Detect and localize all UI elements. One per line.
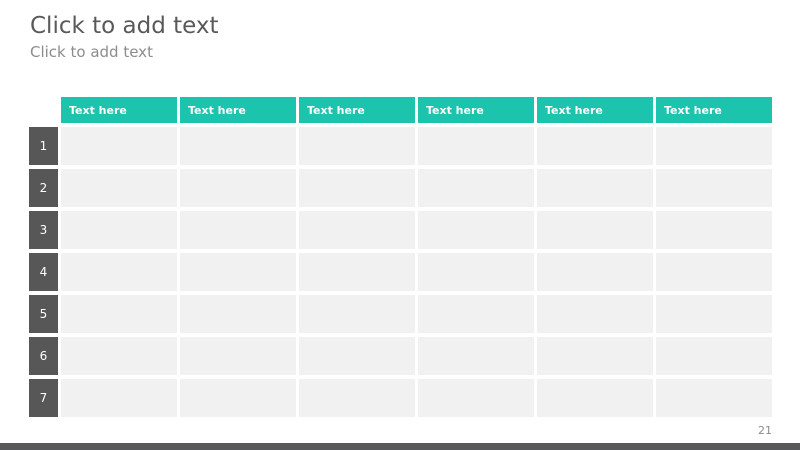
slide-title[interactable]: Click to add text bbox=[30, 13, 219, 39]
table-cell[interactable] bbox=[656, 295, 772, 333]
table-cell[interactable] bbox=[180, 295, 296, 333]
table-corner-spacer bbox=[29, 97, 58, 123]
table-cell[interactable] bbox=[180, 253, 296, 291]
table-cell[interactable] bbox=[299, 169, 415, 207]
table-cell[interactable] bbox=[180, 337, 296, 375]
table-cell[interactable] bbox=[537, 379, 653, 417]
table-cell[interactable] bbox=[418, 337, 534, 375]
row-number-6: 6 bbox=[29, 337, 58, 375]
table-cell[interactable] bbox=[656, 379, 772, 417]
table-cell[interactable] bbox=[656, 169, 772, 207]
slide-subtitle[interactable]: Click to add text bbox=[30, 43, 153, 61]
row-number-2: 2 bbox=[29, 169, 58, 207]
column-header-3[interactable]: Text here bbox=[299, 97, 415, 123]
table-cell[interactable] bbox=[180, 169, 296, 207]
table-cell[interactable] bbox=[418, 379, 534, 417]
table-cell[interactable] bbox=[180, 211, 296, 249]
table-cell[interactable] bbox=[61, 337, 177, 375]
table-cell[interactable] bbox=[656, 211, 772, 249]
row-number-4: 4 bbox=[29, 253, 58, 291]
table-cell[interactable] bbox=[299, 337, 415, 375]
table-cell[interactable] bbox=[537, 211, 653, 249]
table-cell[interactable] bbox=[299, 295, 415, 333]
table-cell[interactable] bbox=[656, 253, 772, 291]
table-cell[interactable] bbox=[537, 169, 653, 207]
page-number: 21 bbox=[758, 424, 772, 437]
table-cell[interactable] bbox=[299, 127, 415, 165]
column-header-4[interactable]: Text here bbox=[418, 97, 534, 123]
column-header-6[interactable]: Text here bbox=[656, 97, 772, 123]
table: Text here Text here Text here Text here … bbox=[29, 97, 772, 417]
footer-bar bbox=[0, 443, 800, 450]
table-cell[interactable] bbox=[61, 211, 177, 249]
table-cell[interactable] bbox=[418, 295, 534, 333]
table-cell[interactable] bbox=[299, 253, 415, 291]
table-cell[interactable] bbox=[61, 127, 177, 165]
table-cell[interactable] bbox=[418, 127, 534, 165]
table-cell[interactable] bbox=[656, 337, 772, 375]
table-cell[interactable] bbox=[418, 211, 534, 249]
table-cell[interactable] bbox=[180, 379, 296, 417]
table-cell[interactable] bbox=[180, 127, 296, 165]
row-number-5: 5 bbox=[29, 295, 58, 333]
row-number-1: 1 bbox=[29, 127, 58, 165]
table-cell[interactable] bbox=[418, 253, 534, 291]
table-cell[interactable] bbox=[656, 127, 772, 165]
table-cell[interactable] bbox=[537, 127, 653, 165]
table-cell[interactable] bbox=[299, 211, 415, 249]
row-number-7: 7 bbox=[29, 379, 58, 417]
column-header-5[interactable]: Text here bbox=[537, 97, 653, 123]
table-cell[interactable] bbox=[61, 169, 177, 207]
table-cell[interactable] bbox=[537, 337, 653, 375]
table-cell[interactable] bbox=[299, 379, 415, 417]
table-cell[interactable] bbox=[61, 379, 177, 417]
table-cell[interactable] bbox=[537, 295, 653, 333]
column-header-2[interactable]: Text here bbox=[180, 97, 296, 123]
table-cell[interactable] bbox=[61, 295, 177, 333]
table-cell[interactable] bbox=[537, 253, 653, 291]
table-cell[interactable] bbox=[61, 253, 177, 291]
table-cell[interactable] bbox=[418, 169, 534, 207]
row-number-3: 3 bbox=[29, 211, 58, 249]
column-header-1[interactable]: Text here bbox=[61, 97, 177, 123]
